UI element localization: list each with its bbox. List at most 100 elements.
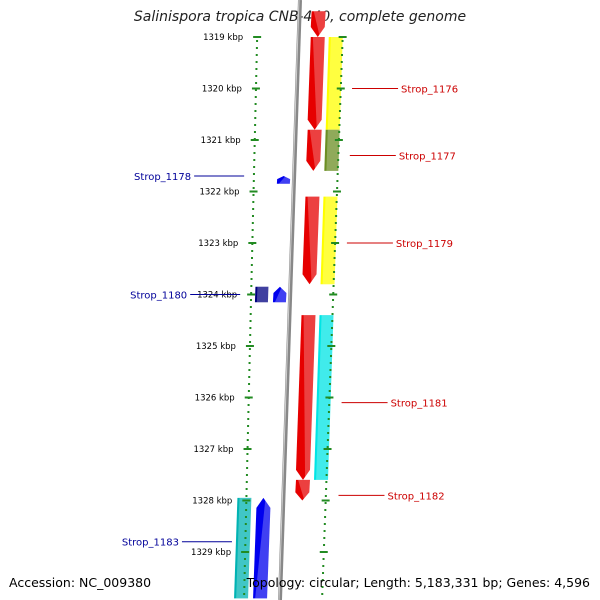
rail-dot-left	[250, 292, 253, 294]
feature-block-1-body	[307, 37, 325, 130]
rail-dot-left	[243, 558, 246, 560]
rail-dot-right	[323, 523, 326, 525]
gene-label-Strop_1176[interactable]: Strop_1176	[401, 85, 458, 96]
rail-dot-left	[251, 257, 254, 259]
rail-dot-right	[333, 264, 336, 266]
rail-dot-left	[252, 180, 255, 182]
rail-dot-right	[325, 467, 328, 469]
tick-label: 1320 kbp	[202, 85, 242, 95]
gene-label-Strop_1183[interactable]: Strop_1183	[122, 538, 179, 549]
rail-dot-left	[248, 348, 251, 350]
feature-block-9	[295, 479, 313, 501]
rail-dot-left	[254, 117, 257, 119]
rail-dot-left	[253, 159, 256, 161]
tick-label: 1323 kbp	[198, 239, 238, 249]
gene-label-Strop_1180[interactable]: Strop_1180	[130, 291, 187, 302]
rail-dot-left	[254, 124, 257, 126]
rail-dot-left	[247, 425, 250, 427]
rail-dot-left	[246, 432, 249, 434]
rail-dot-left	[249, 313, 252, 315]
feature-block-6	[320, 196, 340, 285]
rail-dot-left	[252, 187, 255, 189]
gene-label-Strop_1179[interactable]: Strop_1179	[396, 239, 453, 250]
rail-dot-right	[330, 348, 333, 350]
rail-dot-left	[243, 586, 246, 588]
rail-dot-right	[326, 446, 329, 448]
rail-dot-right	[332, 278, 335, 280]
rail-dot-right	[329, 355, 332, 357]
rail-dot-right	[328, 390, 331, 392]
tick-label: 1319 kbp	[203, 33, 243, 43]
gene-label-Strop_1182[interactable]: Strop_1182	[387, 491, 444, 502]
rail-dot-left	[246, 460, 249, 462]
feature-block-0-shade	[313, 11, 328, 37]
rail-dot-left	[247, 418, 250, 420]
rail-dot-left	[250, 278, 253, 280]
rail-dot-right	[338, 117, 341, 119]
rail-dot-left	[246, 439, 249, 441]
feature-block-1	[307, 37, 327, 130]
rail-dot-right	[326, 439, 329, 441]
feature-block-11-body	[254, 286, 269, 303]
rail-dot-right	[335, 215, 338, 217]
rail-dot-left	[252, 201, 255, 203]
rail-dot-right	[333, 257, 336, 259]
backbone-highlight	[278, 0, 300, 600]
feature-block-1-shade	[312, 37, 327, 130]
tick-label: 1327 kbp	[193, 445, 233, 455]
rail-dot-left	[252, 194, 255, 196]
rail-dot-left	[250, 299, 253, 301]
feature-block-13	[253, 497, 273, 599]
gene-label-Strop_1177[interactable]: Strop_1177	[399, 151, 456, 162]
backbone-line	[278, 0, 302, 600]
rail-dot-left	[243, 572, 246, 574]
rail-dot-right	[332, 285, 335, 287]
rail-dot-right	[336, 173, 339, 175]
rail-dot-left	[255, 68, 258, 70]
rail-dot-right	[337, 152, 340, 154]
feature-block-10-body	[276, 176, 291, 184]
rail-dot-right	[327, 418, 330, 420]
rail-dot-left	[246, 453, 249, 455]
gene-label-Strop_1178[interactable]: Strop_1178	[134, 172, 191, 183]
rail-dot-right	[332, 299, 335, 301]
feature-block-4-shade	[326, 129, 342, 171]
rail-dot-right	[338, 131, 341, 133]
rail-dot-left	[251, 222, 254, 224]
gene-labels: Strop_1176 Strop_1177 Strop_1179 Strop_1181…	[122, 85, 458, 549]
rail-dot-left	[245, 474, 248, 476]
rail-dot-left	[244, 544, 247, 546]
rail-dot-left	[255, 61, 258, 63]
rail-dot-right	[330, 341, 333, 343]
feature-block-3-shade	[309, 129, 324, 171]
rail-dot-left	[247, 390, 250, 392]
rail-dot-right	[336, 187, 339, 189]
rail-dot-left	[248, 369, 251, 371]
rail-dot-right	[338, 124, 341, 126]
rail-dot-right	[333, 271, 336, 273]
feature-block-0	[310, 11, 328, 37]
rail-dot-right	[337, 145, 340, 147]
rail-dot-left	[249, 320, 252, 322]
rail-dot-left	[244, 516, 247, 518]
rail-dot-right	[323, 530, 326, 532]
rail-dot-right	[334, 236, 337, 238]
rail-dot-right	[330, 334, 333, 336]
rail-dot-right	[326, 460, 329, 462]
feature-block-7	[296, 315, 318, 480]
rail-dot-left	[244, 530, 247, 532]
tick-label: 1328 kbp	[192, 497, 232, 507]
gene-label-Strop_1181[interactable]: Strop_1181	[391, 399, 448, 410]
rail-dot-left	[244, 523, 247, 525]
rail-dot-left	[247, 411, 250, 413]
rail-dot-right	[336, 166, 339, 168]
rail-dot-left	[255, 75, 258, 77]
rail-dot-right	[335, 208, 338, 210]
feature-tracks	[234, 11, 345, 599]
rail-dot-left	[250, 271, 253, 273]
feature-block-12-body	[272, 286, 287, 303]
rail-dot-left	[255, 47, 258, 49]
rail-dot-right	[339, 89, 342, 91]
rail-dot-right	[323, 537, 326, 539]
rail-dot-right	[321, 579, 324, 581]
